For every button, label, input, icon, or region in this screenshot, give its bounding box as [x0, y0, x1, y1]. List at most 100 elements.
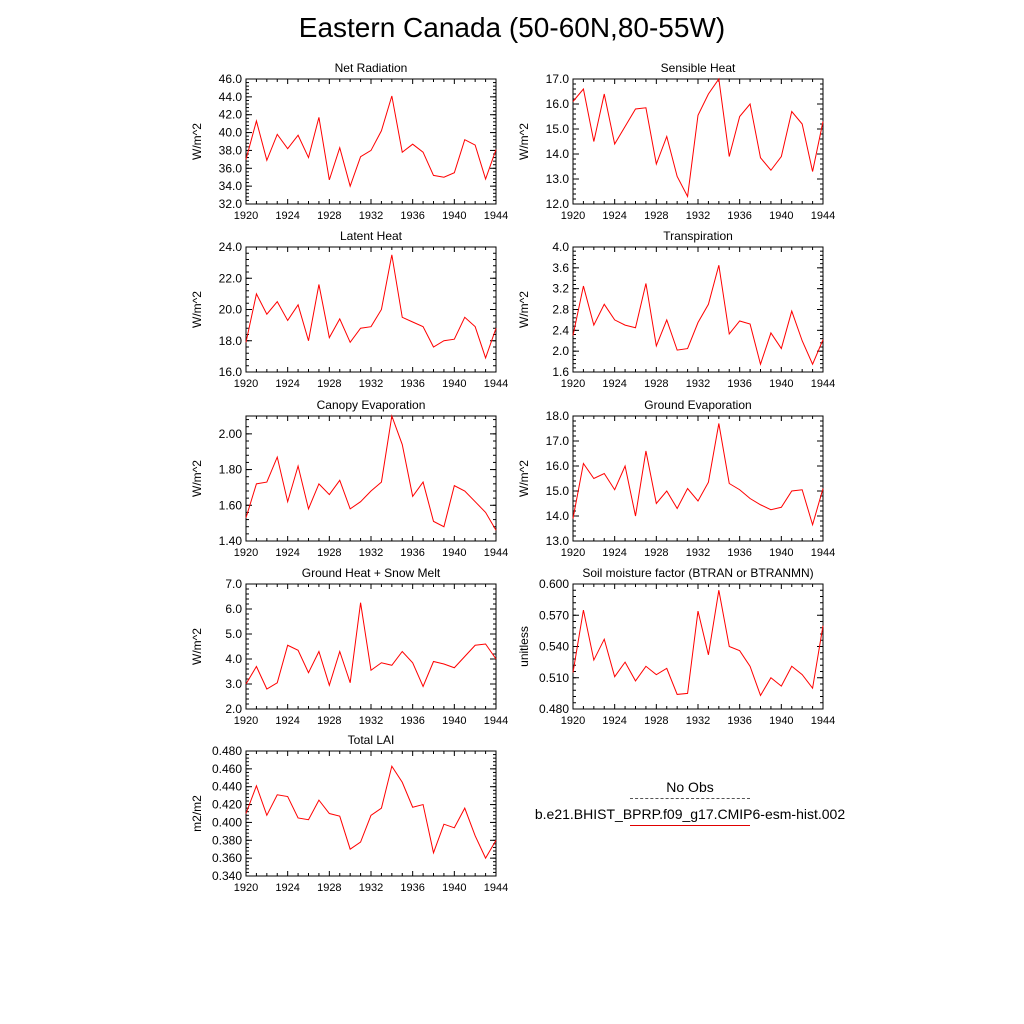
data-point — [287, 645, 288, 646]
data-point — [822, 625, 823, 626]
x-tick-label: 1920 — [561, 210, 585, 222]
data-point — [287, 320, 288, 321]
panel-title: Ground Heat + Snow Melt — [302, 566, 441, 580]
data-point — [749, 666, 750, 667]
data-point — [645, 666, 646, 667]
data-point — [802, 123, 803, 124]
x-tick-label: 1932 — [686, 715, 710, 727]
x-tick-label: 1936 — [727, 715, 751, 727]
y-axis-label: W/m^2 — [190, 460, 204, 497]
data-point — [381, 481, 382, 482]
y-axis-label: W/m^2 — [517, 460, 531, 497]
data-point — [464, 808, 465, 809]
panel-title: Net Radiation — [335, 61, 408, 75]
data-point — [760, 504, 761, 505]
chart-panel-3: 16.0 18.0 20.0 22.0 24.0 1920 1924 1928 1932 1936… — [190, 229, 508, 390]
data-point — [245, 517, 246, 518]
data-point — [624, 662, 625, 663]
data-point — [593, 478, 594, 479]
x-tick-label: 1932 — [686, 378, 710, 390]
data-point — [318, 483, 319, 484]
data-point — [360, 156, 361, 157]
chart-panel-5: 1.40 1.60 1.80 2.00 1920 1924 1928 1932 1936 1940… — [190, 398, 508, 559]
y-tick-label: 15.0 — [546, 484, 570, 498]
x-tick-label: 1928 — [644, 378, 668, 390]
x-tick-label: 1932 — [359, 378, 383, 390]
x-tick-label: 1924 — [275, 715, 299, 727]
y-axis-label: W/m^2 — [517, 291, 531, 328]
x-tick-label: 1940 — [769, 378, 793, 390]
data-point — [572, 101, 573, 102]
data-point — [266, 815, 267, 816]
data-point — [666, 319, 667, 320]
y-tick-label: 4.0 — [552, 240, 569, 254]
data-point — [593, 659, 594, 660]
data-point — [687, 693, 688, 694]
y-tick-label: 14.0 — [546, 509, 570, 523]
x-tick-label: 1924 — [602, 715, 626, 727]
data-point — [391, 254, 392, 255]
y-tick-label: 3.6 — [552, 261, 569, 275]
plot-frame — [572, 415, 824, 542]
x-tick-label: 1944 — [484, 547, 508, 559]
data-point — [604, 473, 605, 474]
data-point — [791, 310, 792, 311]
y-tick-label: 1.80 — [219, 463, 243, 477]
y-tick-label: 17.0 — [546, 72, 570, 86]
data-point — [739, 320, 740, 321]
series-line — [572, 423, 824, 527]
data-point — [339, 147, 340, 148]
legend: No Obs b.e21.BHIST_BPRP.f09_g17.CMIP6-es… — [530, 778, 850, 832]
data-point — [677, 694, 678, 695]
data-point — [256, 293, 257, 294]
x-tick-label: 1928 — [317, 715, 341, 727]
x-tick-label: 1936 — [400, 547, 424, 559]
y-tick-label: 20.0 — [219, 303, 243, 317]
data-point — [464, 317, 465, 318]
data-point — [277, 301, 278, 302]
data-point — [443, 824, 444, 825]
data-point — [495, 840, 496, 841]
data-point — [308, 157, 309, 158]
data-point — [656, 345, 657, 346]
legend-obs-line — [630, 798, 750, 799]
data-point — [308, 340, 309, 341]
data-point — [412, 144, 413, 145]
panel-title: Total LAI — [348, 733, 395, 747]
data-point — [350, 682, 351, 683]
data-point — [370, 670, 371, 671]
data-point — [277, 794, 278, 795]
plot-frame — [572, 246, 824, 373]
data-point — [583, 285, 584, 286]
x-tick-label: 1924 — [275, 210, 299, 222]
y-axis-label: W/m^2 — [517, 123, 531, 160]
data-point — [770, 170, 771, 171]
data-point — [791, 111, 792, 112]
y-tick-label: 14.0 — [546, 147, 570, 161]
y-tick-label: 5.0 — [225, 627, 242, 641]
x-tick-label: 1928 — [644, 547, 668, 559]
x-tick-label: 1936 — [400, 378, 424, 390]
data-point — [412, 496, 413, 497]
data-point — [297, 817, 298, 818]
x-tick-label: 1936 — [727, 378, 751, 390]
data-point — [770, 332, 771, 333]
data-point — [350, 186, 351, 187]
data-point — [781, 507, 782, 508]
y-tick-label: 7.0 — [225, 577, 242, 591]
plot-frame — [245, 415, 497, 542]
y-tick-label: 0.570 — [539, 608, 569, 622]
data-point — [245, 813, 246, 814]
data-point — [433, 661, 434, 662]
data-point — [656, 503, 657, 504]
y-tick-label: 13.0 — [546, 172, 570, 186]
data-point — [266, 160, 267, 161]
x-tick-label: 1928 — [317, 378, 341, 390]
data-point — [433, 175, 434, 176]
data-point — [339, 651, 340, 652]
data-point — [350, 849, 351, 850]
y-tick-label: 0.340 — [212, 869, 242, 883]
data-point — [475, 835, 476, 836]
data-point — [635, 680, 636, 681]
data-point — [781, 685, 782, 686]
